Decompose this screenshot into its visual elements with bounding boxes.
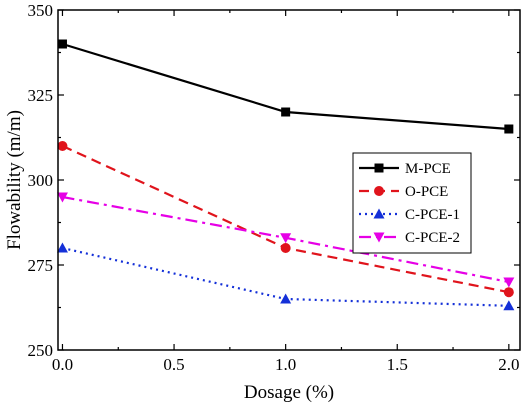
legend-item: O-PCE [359,184,448,200]
data-point [56,242,68,253]
y-tick-label: 325 [28,86,54,105]
plot-area [56,39,515,311]
y-axis-title: Flowability (m/m) [4,110,25,250]
y-tick-label: 300 [28,171,54,190]
data-point [57,39,67,49]
data-point [281,107,291,117]
legend-label: M-PCE [405,161,451,177]
series-c-pce-1 [56,242,515,311]
x-axis-title: Dosage (%) [244,382,334,403]
data-point [57,141,68,151]
x-tick-label: 0.0 [52,355,73,374]
series-o-pce [57,141,514,298]
x-tick-label: 0.5 [163,355,184,374]
legend-item: C-PCE-1 [359,207,460,223]
axes: 0.0 0.5 1.0 1.5 2.0 250 275 300 325 350 [28,1,521,374]
legend-box [352,152,472,254]
legend-marker [374,163,384,173]
y-tick-label: 275 [28,256,54,275]
legend-marker [373,232,385,243]
legend-item: C-PCE-2 [359,230,460,246]
series-c-pce-2 [56,192,515,288]
legend-label: C-PCE-1 [405,207,460,223]
y-tick-label: 250 [28,341,54,360]
x-tick-label: 2.0 [498,355,519,374]
x-tick-label: 1.0 [275,355,296,374]
legend-label: O-PCE [405,184,448,200]
data-point [280,233,292,244]
data-point [503,277,515,288]
legend-label: C-PCE-2 [405,230,460,246]
data-point [503,300,515,311]
data-point [280,293,292,304]
legend-marker [373,208,385,219]
data-point [504,124,514,134]
series-m-pce [57,39,514,134]
legend: M-PCE O-PCE C-PCE-1 C-PCE-2 [352,152,472,254]
legend-item: M-PCE [359,161,451,177]
legend-marker [374,186,384,196]
data-point [503,287,514,298]
x-tick-label: 1.5 [387,355,408,374]
data-point [280,243,291,253]
data-point [56,192,68,203]
y-tick-label: 350 [28,1,54,20]
